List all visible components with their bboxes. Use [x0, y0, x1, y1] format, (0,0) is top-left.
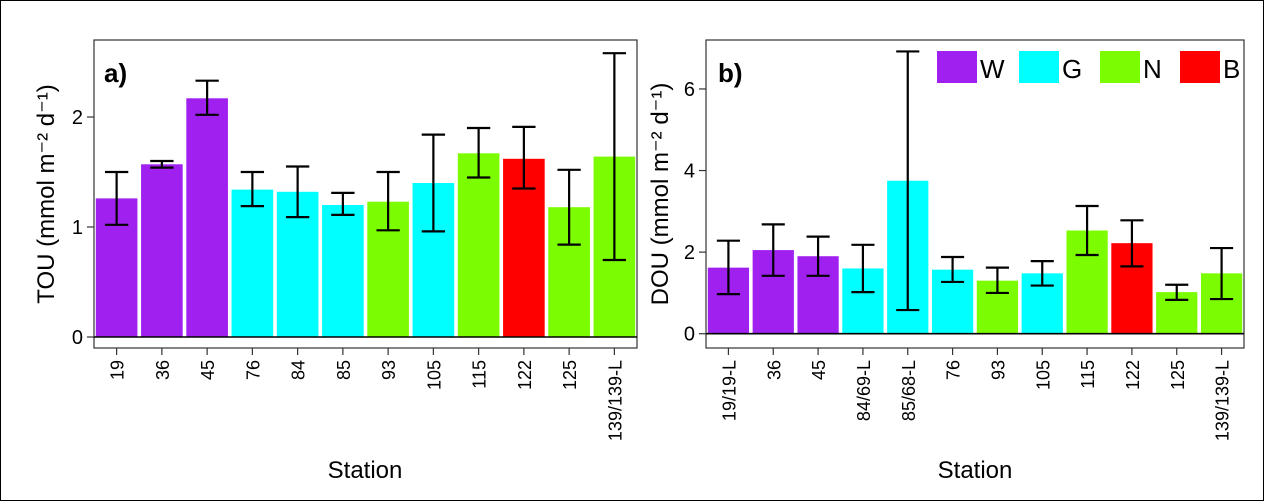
- panel-a-x-axis: 19 36 45 76 84 85 93 105 115 122 125 139/139-L: [108, 348, 625, 441]
- panel-b-y-tick-label-2: 4: [684, 161, 695, 183]
- panel-b-errorbar-2: [806, 235, 830, 277]
- panel-b-x-tick-label-9: 122: [1123, 360, 1143, 390]
- panel-b-label: b): [718, 58, 743, 88]
- panel-b-plot-border: [705, 39, 1245, 349]
- legend-label-b: B: [1223, 54, 1240, 84]
- panel-b-errorbar-3: [851, 243, 875, 294]
- panel-a-plot-border: [93, 39, 638, 349]
- panel-a-x-tick-label-8: 115: [470, 360, 490, 389]
- panel-b-y-tick-label-1: 2: [684, 242, 695, 264]
- panel-a-x-tick-label-6: 93: [379, 360, 399, 380]
- panel-a-errorbar-10: [557, 168, 581, 246]
- panel-b-x-tick-label-0: 19/19-L: [719, 360, 739, 421]
- panel-b-errorbar-9: [1120, 219, 1144, 268]
- panel-b-errorbars: [716, 50, 1234, 312]
- panel-a-x-tick-label-1: 36: [153, 360, 173, 380]
- panel-a-bar-8: [457, 153, 500, 337]
- panel-b-errorbar-7: [1030, 260, 1054, 287]
- panel-a-label: a): [104, 58, 127, 88]
- panel-b-errorbar-4: [896, 50, 920, 312]
- legend-swatch-b: [1180, 51, 1220, 83]
- panel-b-x-tick-label-8: 115: [1078, 360, 1098, 389]
- panel-a-errorbar-6: [376, 170, 400, 232]
- panel-b-bars: [706, 180, 1244, 335]
- panel-a-x-tick-label-0: 19: [108, 360, 128, 380]
- panel-a-bar-1: [141, 164, 183, 337]
- panel-b-y-axis: 0 2 4 6: [684, 79, 706, 346]
- panel-b-x-tick-label-6: 93: [988, 360, 1008, 380]
- panel-b-xlabel: Station: [938, 457, 1013, 484]
- panel-a-errorbar-4: [285, 165, 310, 219]
- panel-a-x-tick-label-7: 105: [424, 360, 444, 390]
- panel-b-errorbar-10: [1165, 283, 1189, 301]
- panel-a-x-tick-label-5: 85: [334, 360, 354, 380]
- panel-a-y-axis: 0 1 2: [72, 107, 94, 349]
- panel-a-errorbars: [104, 52, 627, 262]
- panel-a-y-tick-label-1: 1: [72, 217, 83, 239]
- panel-b-errorbar-6: [985, 266, 1009, 295]
- panel-b-errorbar-8: [1075, 204, 1099, 257]
- panel-b-x-tick-label-2: 45: [809, 360, 829, 380]
- panel-a-errorbar-5: [331, 191, 355, 216]
- panel-b-ylabel: DOU (mmol m⁻² d⁻¹): [647, 83, 674, 306]
- panel-a-x-tick-label-2: 45: [198, 360, 218, 380]
- panel-a-errorbar-3: [240, 170, 265, 208]
- panel-a-bar-2: [186, 98, 228, 337]
- legend: W G N B: [937, 51, 1240, 84]
- panel-b-x-tick-label-11: 139/139-L: [1213, 360, 1233, 441]
- panel-a-x-tick-label-11: 139/139-L: [605, 360, 625, 441]
- panel-a-x-tick-label-9: 122: [515, 360, 535, 390]
- panel-b-errorbar-5: [941, 255, 965, 284]
- panel-b-x-tick-label-10: 125: [1168, 360, 1188, 390]
- panel-a-errorbar-1: [150, 159, 174, 169]
- panel-a-errorbar-0: [104, 170, 129, 226]
- panel-a-errorbar-11: [602, 52, 627, 262]
- panel-a-x-tick-label-10: 125: [560, 360, 580, 390]
- panel-b-errorbar-11: [1210, 246, 1234, 301]
- panel-b-x-tick-label-1: 36: [764, 360, 784, 380]
- panel-b-x-tick-label-7: 105: [1033, 360, 1053, 390]
- panel-b-y-tick-label-3: 6: [684, 79, 695, 101]
- panel-a-x-tick-label-4: 84: [289, 360, 309, 380]
- panel-b: b) Station DOU (mmol m⁻² d⁻¹) 0 2 4 6 19/19…: [647, 39, 1245, 484]
- panel-b-x-tick-label-3: 84/69-L: [854, 360, 874, 421]
- panel-a-bars: [94, 98, 637, 338]
- panel-b-errorbar-0: [716, 239, 740, 296]
- legend-swatch-g: [1019, 51, 1059, 83]
- panel-b-x-axis: 19/19-L 36 45 84/69-L 85/68-L 76 93 105 115 122 12…: [719, 348, 1233, 441]
- panel-a-errorbar-9: [512, 125, 536, 190]
- panel-b-y-tick-label-0: 0: [684, 324, 695, 346]
- legend-swatch-w: [937, 51, 977, 83]
- panel-a: a) Station TOU (mmol m⁻² d⁻¹) 0 1 2 19 36 45…: [33, 39, 638, 484]
- legend-swatch-n: [1100, 51, 1140, 83]
- panel-b-x-tick-label-5: 76: [944, 360, 964, 380]
- panel-a-y-tick-label-2: 2: [72, 107, 83, 129]
- panel-a-errorbar-7: [421, 133, 446, 233]
- panel-a-ylabel: TOU (mmol m⁻² d⁻¹): [33, 84, 60, 304]
- panel-b-x-tick-label-4: 85/68-L: [899, 360, 919, 421]
- panel-a-errorbar-8: [466, 126, 491, 179]
- panel-a-bar-5: [322, 205, 364, 337]
- panel-a-x-tick-label-3: 76: [243, 360, 263, 380]
- panel-b-errorbar-1: [761, 223, 785, 277]
- panel-a-errorbar-2: [195, 79, 219, 116]
- panel-a-xlabel: Station: [328, 457, 403, 484]
- legend-label-g: G: [1062, 54, 1082, 84]
- legend-label-n: N: [1143, 54, 1162, 84]
- panel-a-bar-3: [231, 189, 274, 337]
- panel-a-y-tick-label-0: 0: [72, 327, 83, 349]
- legend-label-w: W: [980, 54, 1005, 84]
